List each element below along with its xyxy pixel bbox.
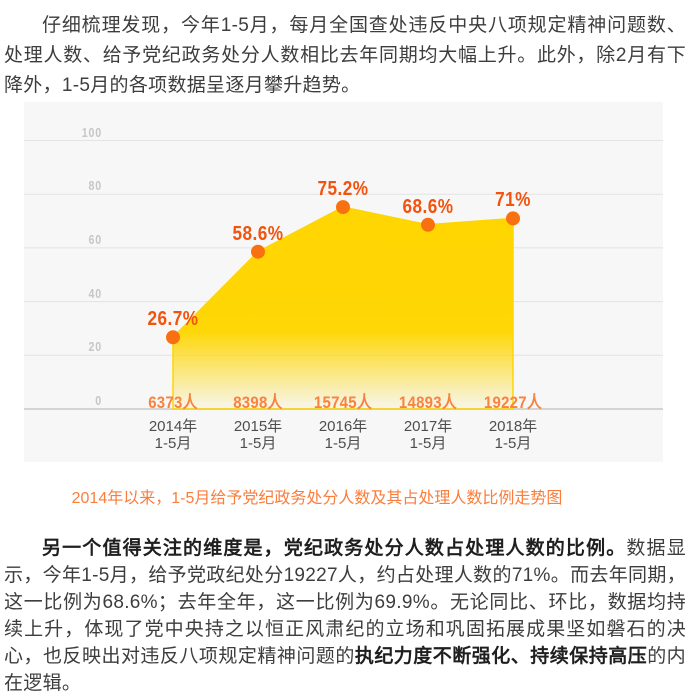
y-axis-tick-label: 20 — [88, 339, 102, 355]
category-year: 2014年 — [148, 418, 198, 435]
data-point-dot — [166, 330, 180, 345]
intro-paragraph: 仔细梳理发现，今年1-5月，每月全国查处违反中央八项规定精神问题数、处理人数、给… — [4, 11, 686, 101]
data-point-percent-label: 58.6% — [232, 222, 284, 245]
category-period: 1-5月 — [324, 435, 362, 452]
data-point-percent-label: 71% — [495, 189, 531, 212]
chart-canvas — [24, 140, 663, 410]
x-axis-category-label: 2018年 1-5月 — [461, 418, 565, 452]
count-label: 8398人 — [233, 393, 283, 412]
y-axis-tick-label: 0 — [95, 393, 102, 408]
x-axis-category-label: 2017年 1-5月 — [376, 418, 480, 452]
category-year: 2016年 — [318, 418, 368, 435]
data-point-dot — [421, 217, 435, 232]
trend-chart-panel: 0 20 40 60 80 100 26.7% 58.6% 75.2% 68.6% 71% 6373人… — [24, 102, 663, 462]
data-point-percent-label: 75.2% — [317, 178, 369, 201]
data-point-percent-label: 26.7% — [147, 308, 199, 331]
count-label: 6373人 — [148, 393, 198, 412]
x-axis-category-label: 2014年 1-5月 — [121, 418, 225, 452]
chart-caption: 2014年以来，1-5月给予党纪政务处分人数及其占处理人数比例走势图 — [71, 490, 563, 507]
y-axis-tick-label: 80 — [88, 178, 102, 194]
category-year: 2017年 — [403, 418, 453, 435]
y-axis-tick-label: 100 — [81, 124, 102, 140]
text-segment: 仔细梳理发现，今年1-5月，每月全国查处违反中央八项规定精神问题数、处理人数、给… — [4, 15, 686, 96]
count-label: 14893人 — [398, 393, 458, 412]
category-period: 1-5月 — [239, 435, 277, 452]
category-period: 1-5月 — [409, 435, 447, 452]
count-label: 15745人 — [313, 393, 373, 412]
x-axis-category-label: 2016年 1-5月 — [291, 418, 395, 452]
category-year: 2018年 — [488, 418, 538, 435]
y-axis-tick-label: 40 — [88, 285, 102, 301]
data-point-dot — [336, 200, 350, 215]
category-period: 1-5月 — [494, 435, 532, 452]
y-axis-tick-label: 60 — [88, 231, 102, 247]
x-axis-category-label: 2015年 1-5月 — [206, 418, 310, 452]
analysis-paragraph: 另一个值得关注的维度是，党纪政务处分人数占处理人数的比例。数据显示，今年1-5月… — [4, 535, 686, 697]
category-period: 1-5月 — [154, 435, 192, 452]
data-point-dot — [251, 244, 265, 259]
data-point-percent-label: 68.6% — [402, 195, 454, 218]
category-year: 2015年 — [233, 418, 283, 435]
count-label: 19227人 — [483, 393, 543, 412]
bold-text-segment: 另一个值得关注的维度是，党纪政务处分人数占处理人数的比例。 — [42, 538, 627, 559]
text-segment: 数据显示，今年1-5月，给予党政纪处分19227人，约占处理人数的71%。而去年… — [4, 538, 686, 667]
bold-text-segment: 执纪力度不断强化、持续保持高压 — [354, 646, 648, 667]
data-point-dot — [506, 211, 520, 226]
